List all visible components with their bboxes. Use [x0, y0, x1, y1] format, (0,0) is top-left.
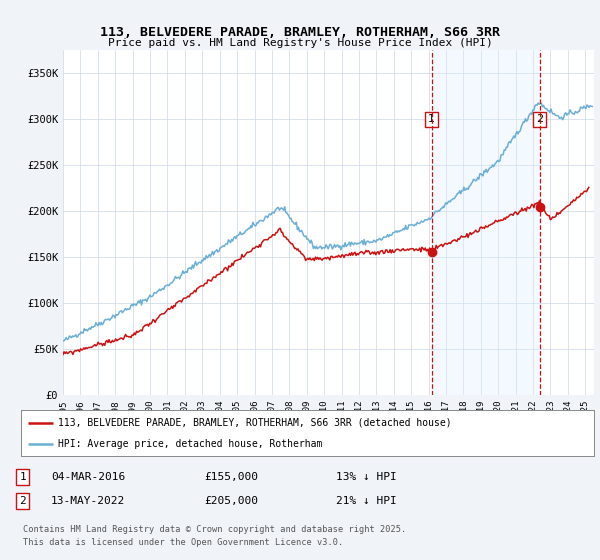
Text: 13% ↓ HPI: 13% ↓ HPI — [336, 472, 397, 482]
Text: HPI: Average price, detached house, Rotherham: HPI: Average price, detached house, Roth… — [58, 439, 323, 449]
Text: 2: 2 — [19, 496, 26, 506]
Text: Contains HM Land Registry data © Crown copyright and database right 2025.: Contains HM Land Registry data © Crown c… — [23, 525, 406, 534]
Text: £205,000: £205,000 — [204, 496, 258, 506]
Text: £155,000: £155,000 — [204, 472, 258, 482]
Text: 1: 1 — [19, 472, 26, 482]
Text: 113, BELVEDERE PARADE, BRAMLEY, ROTHERHAM, S66 3RR: 113, BELVEDERE PARADE, BRAMLEY, ROTHERHA… — [100, 26, 500, 39]
Text: 113, BELVEDERE PARADE, BRAMLEY, ROTHERHAM, S66 3RR (detached house): 113, BELVEDERE PARADE, BRAMLEY, ROTHERHA… — [58, 418, 452, 428]
Text: Price paid vs. HM Land Registry's House Price Index (HPI): Price paid vs. HM Land Registry's House … — [107, 38, 493, 48]
Text: 21% ↓ HPI: 21% ↓ HPI — [336, 496, 397, 506]
Bar — [431, 50, 539, 395]
Text: 2: 2 — [536, 114, 543, 124]
Text: This data is licensed under the Open Government Licence v3.0.: This data is licensed under the Open Gov… — [23, 538, 343, 547]
Text: 1: 1 — [428, 114, 435, 124]
Text: 13-MAY-2022: 13-MAY-2022 — [51, 496, 125, 506]
Text: 04-MAR-2016: 04-MAR-2016 — [51, 472, 125, 482]
